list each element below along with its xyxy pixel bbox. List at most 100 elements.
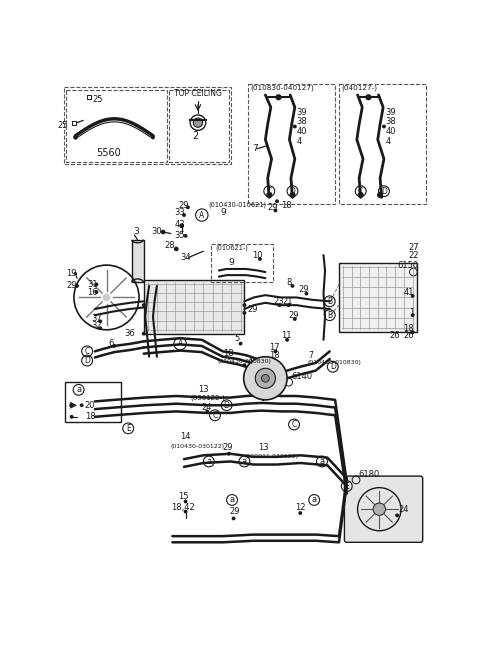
Circle shape: [161, 229, 166, 234]
Circle shape: [98, 326, 102, 330]
Text: B: B: [327, 297, 332, 306]
Text: 6150: 6150: [398, 261, 419, 270]
Text: C: C: [358, 187, 363, 196]
Text: 5560: 5560: [96, 148, 121, 159]
Circle shape: [151, 135, 155, 139]
Text: 4: 4: [248, 357, 253, 366]
Circle shape: [276, 94, 282, 100]
Circle shape: [239, 342, 242, 346]
Text: 12: 12: [295, 503, 305, 512]
Circle shape: [205, 410, 209, 413]
Text: 29: 29: [299, 285, 309, 294]
Circle shape: [258, 257, 262, 261]
Text: 29: 29: [268, 203, 278, 212]
Text: 4: 4: [385, 136, 391, 146]
Bar: [339, 84, 426, 203]
Text: 34: 34: [180, 253, 191, 262]
Text: 35: 35: [175, 231, 185, 240]
Text: 4: 4: [296, 136, 301, 146]
Text: a: a: [229, 495, 235, 504]
Circle shape: [142, 303, 145, 307]
Text: 30: 30: [152, 227, 162, 237]
Text: (010430-030122): (010430-030122): [171, 443, 225, 448]
Bar: [65, 382, 121, 422]
Text: a: a: [312, 495, 317, 504]
Text: 17: 17: [269, 343, 280, 352]
Circle shape: [98, 319, 102, 323]
Text: (010430-010621): (010430-010621): [209, 202, 267, 208]
Circle shape: [69, 403, 74, 408]
Text: 28: 28: [165, 241, 175, 250]
Circle shape: [180, 224, 184, 228]
Text: 6140: 6140: [291, 372, 312, 382]
Text: A: A: [178, 339, 183, 348]
Text: 18: 18: [269, 351, 280, 359]
Text: 29: 29: [223, 443, 233, 452]
Circle shape: [275, 200, 279, 203]
Circle shape: [289, 192, 296, 198]
Circle shape: [74, 272, 77, 275]
Circle shape: [411, 330, 415, 334]
Circle shape: [184, 500, 188, 503]
Text: 7: 7: [308, 351, 313, 359]
Text: 25: 25: [57, 122, 68, 130]
Text: 10: 10: [252, 251, 263, 259]
Text: 37: 37: [91, 314, 102, 323]
Bar: [66, 90, 167, 162]
Circle shape: [174, 246, 179, 252]
Text: a: a: [242, 457, 247, 466]
Text: 1: 1: [409, 308, 414, 317]
Text: 21: 21: [282, 297, 293, 306]
Circle shape: [95, 290, 98, 294]
Text: (010430-010830): (010430-010830): [217, 359, 271, 364]
Circle shape: [277, 303, 281, 307]
Text: 13: 13: [198, 385, 209, 395]
Text: 18: 18: [281, 201, 291, 209]
Text: 29: 29: [248, 304, 258, 313]
Circle shape: [227, 452, 231, 456]
Text: (030122-): (030122-): [190, 395, 225, 401]
Circle shape: [73, 135, 78, 140]
Text: 41: 41: [404, 287, 414, 296]
Circle shape: [244, 357, 287, 400]
Text: 38: 38: [296, 118, 307, 126]
Text: (010621-): (010621-): [215, 244, 248, 251]
Text: 6180: 6180: [359, 470, 380, 479]
Text: C: C: [212, 411, 217, 420]
Text: 19: 19: [66, 269, 77, 278]
Text: 33: 33: [175, 208, 185, 217]
Text: (020911-030122): (020911-030122): [244, 454, 299, 460]
Bar: [87, 96, 91, 99]
Text: a: a: [76, 385, 81, 395]
Text: 25: 25: [93, 95, 103, 104]
Text: 11: 11: [281, 332, 291, 341]
Circle shape: [304, 292, 308, 296]
Circle shape: [358, 192, 364, 198]
Circle shape: [242, 311, 246, 315]
Text: C: C: [84, 347, 90, 356]
Bar: [144, 280, 244, 333]
Text: 18: 18: [85, 412, 96, 421]
Circle shape: [70, 415, 73, 419]
Circle shape: [293, 317, 297, 321]
Circle shape: [75, 284, 79, 288]
Text: 18: 18: [404, 324, 414, 333]
Text: 18: 18: [223, 349, 233, 358]
Text: 24: 24: [399, 504, 409, 514]
Circle shape: [262, 374, 269, 382]
Text: D: D: [381, 187, 387, 196]
Circle shape: [290, 284, 294, 288]
Text: C: C: [291, 420, 297, 429]
Text: 14: 14: [180, 432, 191, 441]
Circle shape: [266, 192, 272, 198]
Text: 38: 38: [385, 118, 396, 126]
Text: 32: 32: [91, 322, 102, 330]
Circle shape: [411, 294, 415, 298]
Text: 9: 9: [228, 258, 234, 267]
Text: 8: 8: [286, 278, 292, 287]
Text: 20: 20: [85, 401, 96, 410]
Circle shape: [86, 99, 91, 103]
Text: D: D: [84, 356, 90, 365]
Text: 29: 29: [229, 507, 240, 516]
Circle shape: [95, 283, 98, 286]
